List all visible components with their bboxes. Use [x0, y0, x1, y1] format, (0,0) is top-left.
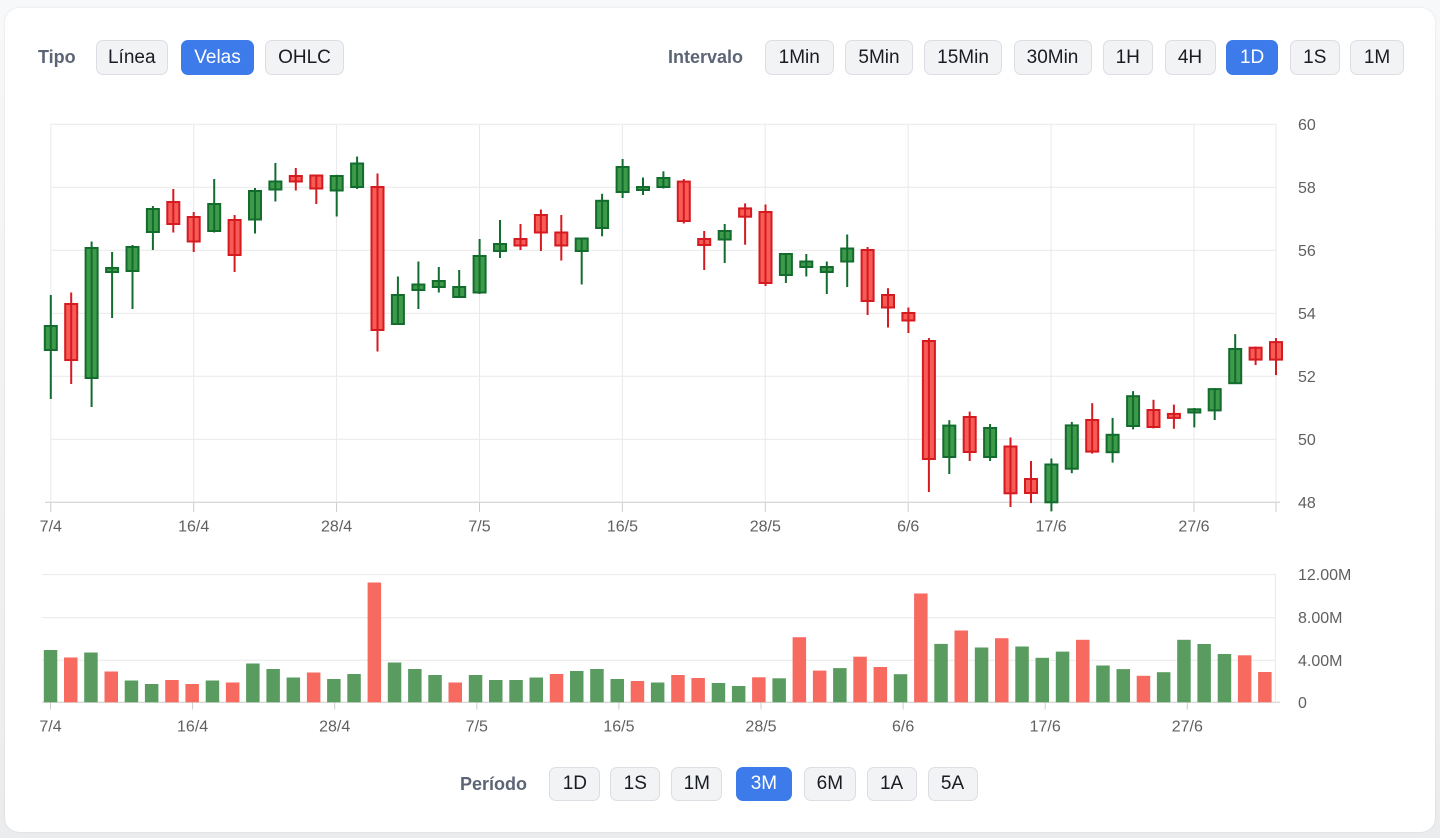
svg-text:28/5: 28/5	[750, 519, 781, 536]
svg-text:60: 60	[1298, 117, 1316, 134]
svg-text:16/4: 16/4	[177, 719, 208, 736]
svg-text:6/6: 6/6	[897, 519, 919, 536]
svg-text:27/6: 27/6	[1178, 519, 1209, 536]
svg-text:12.00M: 12.00M	[1298, 567, 1351, 584]
svg-text:17/6: 17/6	[1030, 719, 1061, 736]
svg-text:16/4: 16/4	[178, 519, 209, 536]
svg-text:27/6: 27/6	[1172, 719, 1203, 736]
svg-text:7/5: 7/5	[468, 519, 490, 536]
svg-text:28/4: 28/4	[319, 719, 350, 736]
svg-text:50: 50	[1298, 432, 1316, 449]
svg-text:7/4: 7/4	[39, 719, 61, 736]
svg-text:56: 56	[1298, 243, 1316, 260]
svg-text:8.00M: 8.00M	[1298, 610, 1342, 627]
svg-text:4.00M: 4.00M	[1298, 653, 1342, 670]
svg-text:28/4: 28/4	[321, 519, 352, 536]
svg-text:7/4: 7/4	[40, 519, 62, 536]
svg-text:6/6: 6/6	[892, 719, 914, 736]
svg-text:0: 0	[1298, 695, 1307, 712]
svg-text:58: 58	[1298, 180, 1316, 197]
svg-text:54: 54	[1298, 306, 1316, 323]
svg-text:16/5: 16/5	[607, 519, 638, 536]
svg-text:7/5: 7/5	[466, 719, 488, 736]
svg-text:16/5: 16/5	[603, 719, 634, 736]
svg-text:48: 48	[1298, 495, 1316, 512]
svg-text:52: 52	[1298, 369, 1316, 386]
svg-text:28/5: 28/5	[745, 719, 776, 736]
svg-text:17/6: 17/6	[1036, 519, 1067, 536]
